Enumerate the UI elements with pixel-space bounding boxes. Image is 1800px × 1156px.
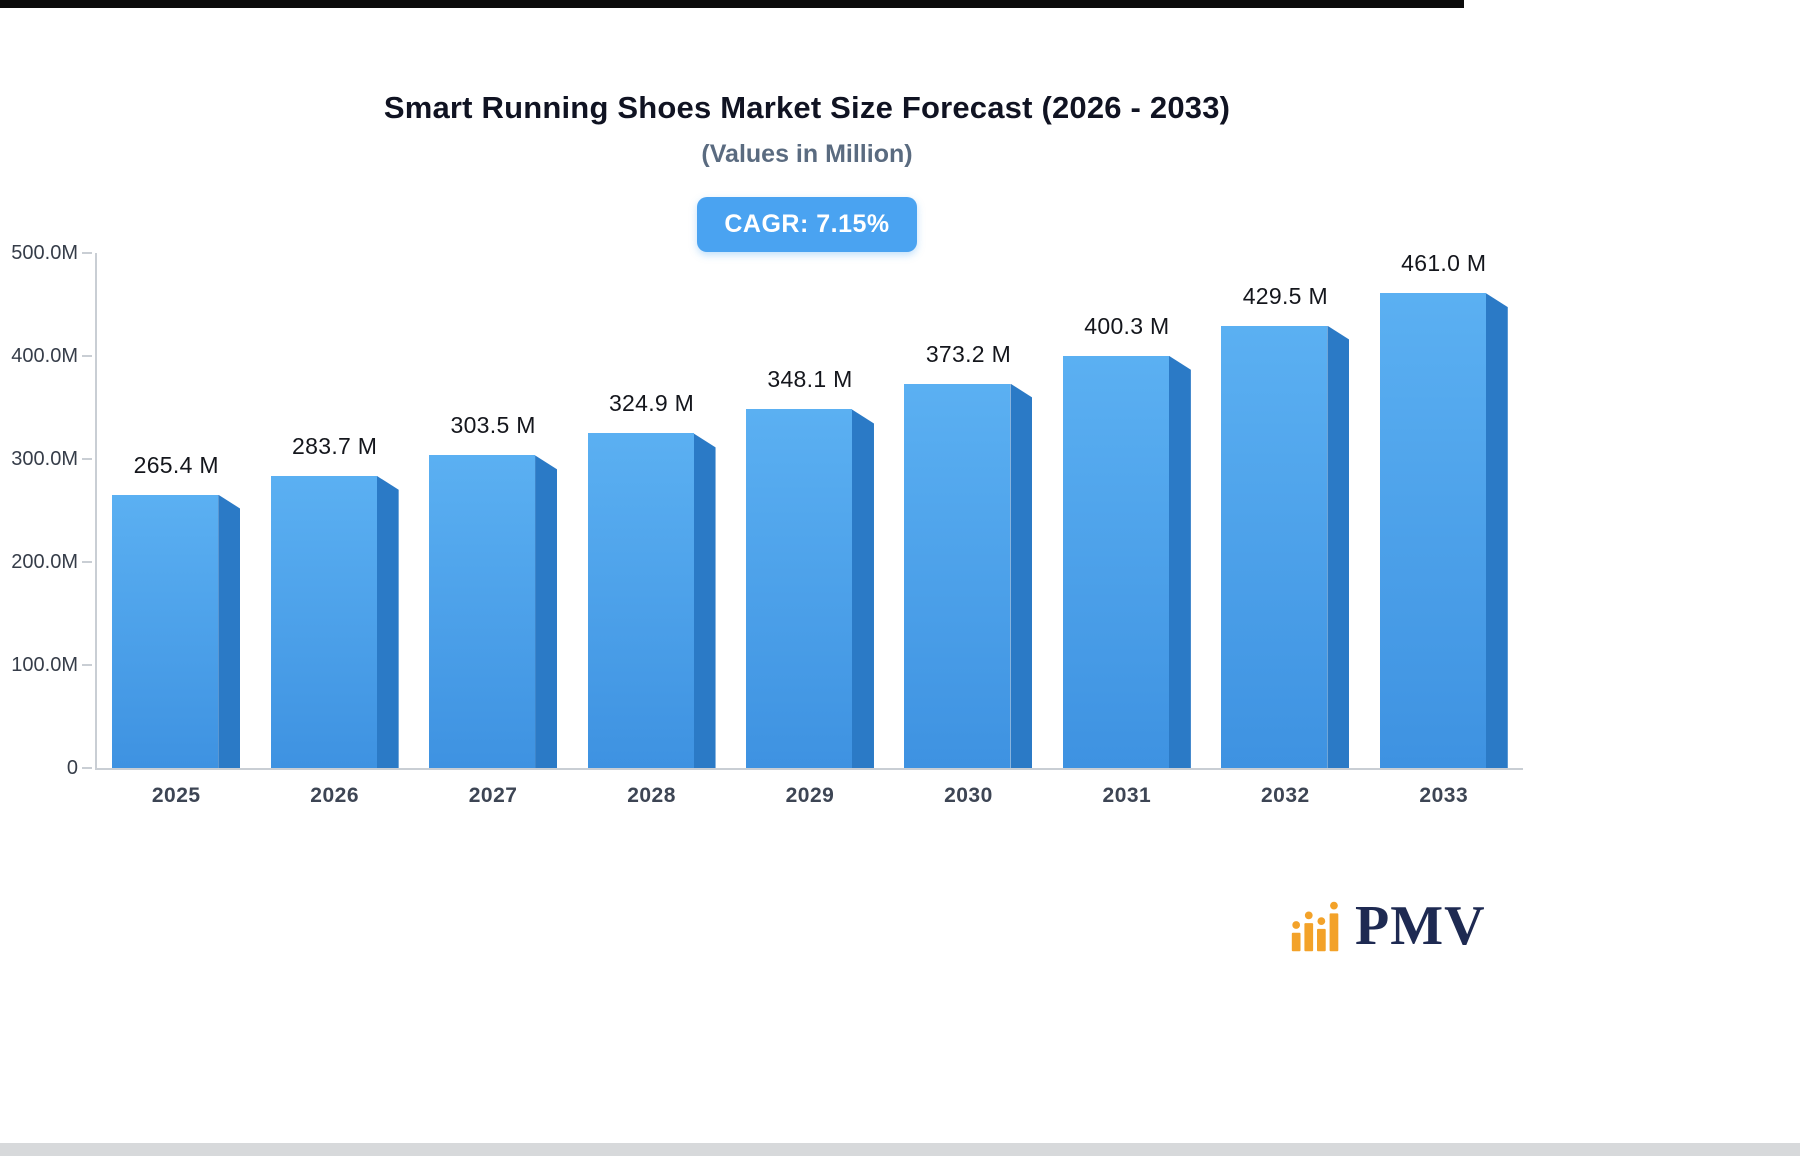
bar-side-face (1327, 325, 1350, 768)
x-axis-category-label: 2026 (310, 784, 360, 807)
bar-value-label: 429.5 M (1242, 282, 1328, 309)
bar-front-face (1062, 355, 1169, 768)
y-axis-tick-label: 400.0M (11, 345, 78, 367)
bar-side-face (218, 494, 241, 768)
bar-side-face (1168, 355, 1191, 768)
bar (112, 494, 241, 768)
bar-side-face (376, 475, 399, 768)
bar-value-label: 324.9 M (608, 390, 695, 417)
x-axis-category-label: 2031 (1102, 784, 1152, 807)
bar-group: 283.7 M 2026 (255, 253, 413, 807)
bar-front-face (270, 475, 377, 768)
bar (587, 433, 716, 768)
bar-front-face (587, 433, 694, 768)
bar-side-face (1010, 383, 1033, 768)
bar-group: 265.4 M 2025 (97, 253, 255, 807)
x-axis-category-label: 2033 (1419, 784, 1469, 807)
bar-value-label: 461.0 M (1401, 250, 1487, 277)
y-axis-tick-mark (82, 458, 92, 460)
bar-side-face (851, 409, 874, 768)
x-axis-category-label: 2029 (785, 784, 835, 807)
bar-value-label: 265.4 M (133, 451, 219, 478)
bar (429, 455, 558, 768)
bar (270, 475, 399, 768)
cagr-badge: CAGR: 7.15% (697, 197, 917, 252)
y-axis-tick-mark (82, 664, 92, 666)
chart-title: Smart Running Shoes Market Size Forecast… (383, 90, 1231, 125)
pmv-logo-text: PMV (1355, 895, 1486, 957)
bar (1379, 293, 1508, 768)
y-axis-tick-label: 200.0M (11, 551, 78, 573)
bar-group: 400.3 M 2031 (1048, 253, 1206, 807)
bar (904, 383, 1033, 768)
bar-side-face (693, 433, 716, 768)
bar (1062, 355, 1191, 768)
bottom-strip (0, 1143, 1800, 1156)
chart-subtitle: (Values in Million) (701, 140, 913, 168)
y-axis-tick-label: 500.0M (11, 242, 78, 264)
bar-front-face (429, 455, 536, 768)
bar (745, 409, 874, 768)
y-axis-tick-label: 100.0M (11, 654, 78, 676)
bar-group: 348.1 M 2029 (731, 253, 889, 807)
bar-group: 324.9 M 2028 (572, 253, 730, 807)
x-axis-category-label: 2032 (1260, 784, 1310, 807)
bar-group: 373.2 M 2030 (889, 253, 1047, 807)
bar-front-face (904, 383, 1011, 768)
bar-value-label: 400.3 M (1084, 312, 1170, 339)
y-axis-tick-mark (82, 355, 92, 357)
bar-front-face (745, 409, 852, 768)
bar-side-face (535, 455, 558, 768)
y-axis-tick-label: 300.0M (11, 448, 78, 470)
x-axis-category-label: 2025 (151, 784, 201, 807)
bar-group: 429.5 M 2032 (1206, 253, 1364, 807)
bar-front-face (112, 494, 219, 768)
bar-group: 303.5 M 2027 (414, 253, 572, 807)
y-axis-tick-label: 0 (66, 757, 78, 779)
y-axis-tick-mark (82, 252, 92, 254)
pmv-logo-icon (1291, 901, 1339, 952)
x-axis-category-label: 2027 (468, 784, 518, 807)
bar-value-label: 348.1 M (767, 366, 853, 393)
bar-value-label: 283.7 M (292, 432, 378, 459)
pmv-logo: PMV (1286, 894, 1486, 958)
bar-value-label: 303.5 M (450, 412, 536, 439)
y-axis-tick-mark (82, 767, 92, 769)
bar-value-label: 373.2 M (925, 340, 1012, 367)
bar-group: 461.0 M 2033 (1365, 250, 1523, 807)
x-axis-category-label: 2030 (944, 784, 993, 807)
chart-header: Smart Running Shoes Market Size Forecast… (0, 90, 1614, 252)
bar-front-face (1379, 293, 1486, 768)
x-axis-category-label: 2028 (627, 784, 676, 807)
bar (1221, 325, 1350, 768)
plot-area: 0 100.0M 200.0M 300.0M 400.0M 500.0M 265.4 M 20… (11, 242, 1523, 807)
bar-front-face (1221, 325, 1328, 768)
top-strip (0, 0, 1464, 8)
bar-side-face (1485, 293, 1508, 768)
y-axis-tick-mark (82, 561, 92, 563)
